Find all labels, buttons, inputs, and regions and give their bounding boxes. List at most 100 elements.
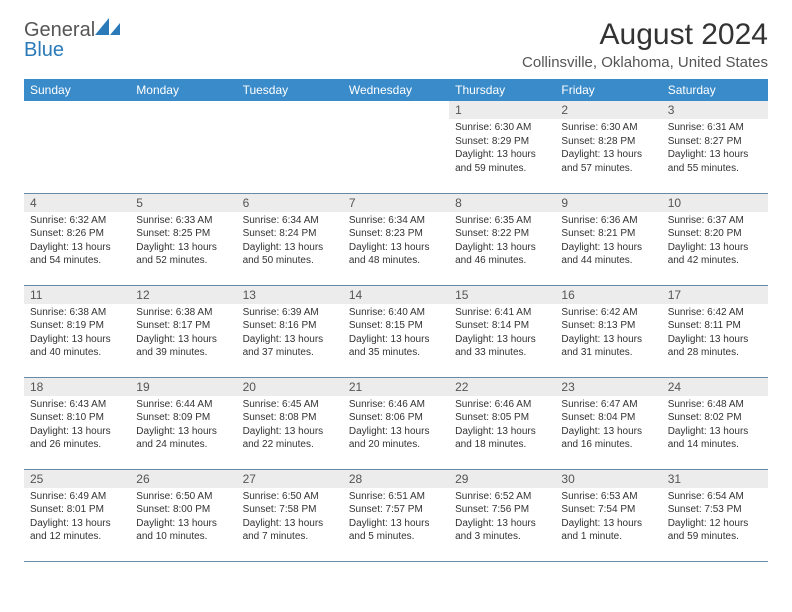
day-content: Sunrise: 6:45 AMSunset: 8:08 PMDaylight:… — [237, 396, 343, 456]
day-content: Sunrise: 6:52 AMSunset: 7:56 PMDaylight:… — [449, 488, 555, 548]
page-title: August 2024 — [522, 18, 768, 52]
weekday-header: Sunday — [24, 79, 130, 101]
day-number: 9 — [555, 194, 661, 212]
day-content: Sunrise: 6:35 AMSunset: 8:22 PMDaylight:… — [449, 212, 555, 272]
day-content: Sunrise: 6:30 AMSunset: 8:28 PMDaylight:… — [555, 119, 661, 179]
calendar-cell: 19Sunrise: 6:44 AMSunset: 8:09 PMDayligh… — [130, 377, 236, 469]
day-number: 18 — [24, 378, 130, 396]
day-number: 5 — [130, 194, 236, 212]
day-number: 15 — [449, 286, 555, 304]
calendar-cell: 14Sunrise: 6:40 AMSunset: 8:15 PMDayligh… — [343, 285, 449, 377]
day-content: Sunrise: 6:37 AMSunset: 8:20 PMDaylight:… — [662, 212, 768, 272]
day-content: Sunrise: 6:48 AMSunset: 8:02 PMDaylight:… — [662, 396, 768, 456]
day-number: 6 — [237, 194, 343, 212]
calendar-cell — [343, 101, 449, 193]
calendar-cell: 8Sunrise: 6:35 AMSunset: 8:22 PMDaylight… — [449, 193, 555, 285]
calendar-body: 1Sunrise: 6:30 AMSunset: 8:29 PMDaylight… — [24, 101, 768, 561]
day-content: Sunrise: 6:47 AMSunset: 8:04 PMDaylight:… — [555, 396, 661, 456]
weekday-header: Tuesday — [237, 79, 343, 101]
day-content: Sunrise: 6:51 AMSunset: 7:57 PMDaylight:… — [343, 488, 449, 548]
day-number: 1 — [449, 101, 555, 119]
calendar-cell: 15Sunrise: 6:41 AMSunset: 8:14 PMDayligh… — [449, 285, 555, 377]
day-number: 30 — [555, 470, 661, 488]
day-number: 16 — [555, 286, 661, 304]
weekday-header: Thursday — [449, 79, 555, 101]
day-number: 8 — [449, 194, 555, 212]
calendar-cell: 2Sunrise: 6:30 AMSunset: 8:28 PMDaylight… — [555, 101, 661, 193]
day-content: Sunrise: 6:36 AMSunset: 8:21 PMDaylight:… — [555, 212, 661, 272]
title-block: August 2024 Collinsville, Oklahoma, Unit… — [522, 18, 768, 71]
day-content: Sunrise: 6:54 AMSunset: 7:53 PMDaylight:… — [662, 488, 768, 548]
day-number: 10 — [662, 194, 768, 212]
sail-icon — [95, 18, 121, 36]
day-content: Sunrise: 6:44 AMSunset: 8:09 PMDaylight:… — [130, 396, 236, 456]
calendar-cell: 11Sunrise: 6:38 AMSunset: 8:19 PMDayligh… — [24, 285, 130, 377]
calendar-table: SundayMondayTuesdayWednesdayThursdayFrid… — [24, 79, 768, 562]
day-number: 31 — [662, 470, 768, 488]
day-number: 3 — [662, 101, 768, 119]
day-content: Sunrise: 6:53 AMSunset: 7:54 PMDaylight:… — [555, 488, 661, 548]
day-content: Sunrise: 6:43 AMSunset: 8:10 PMDaylight:… — [24, 396, 130, 456]
day-content: Sunrise: 6:31 AMSunset: 8:27 PMDaylight:… — [662, 119, 768, 179]
calendar-cell: 18Sunrise: 6:43 AMSunset: 8:10 PMDayligh… — [24, 377, 130, 469]
day-number: 23 — [555, 378, 661, 396]
day-number: 25 — [24, 470, 130, 488]
weekday-header-row: SundayMondayTuesdayWednesdayThursdayFrid… — [24, 79, 768, 101]
calendar-cell: 16Sunrise: 6:42 AMSunset: 8:13 PMDayligh… — [555, 285, 661, 377]
header: General Blue August 2024 Collinsville, O… — [24, 18, 768, 71]
calendar-cell: 17Sunrise: 6:42 AMSunset: 8:11 PMDayligh… — [662, 285, 768, 377]
calendar-cell: 1Sunrise: 6:30 AMSunset: 8:29 PMDaylight… — [449, 101, 555, 193]
calendar-row: 1Sunrise: 6:30 AMSunset: 8:29 PMDaylight… — [24, 101, 768, 193]
day-content: Sunrise: 6:46 AMSunset: 8:06 PMDaylight:… — [343, 396, 449, 456]
calendar-cell: 6Sunrise: 6:34 AMSunset: 8:24 PMDaylight… — [237, 193, 343, 285]
calendar-cell: 22Sunrise: 6:46 AMSunset: 8:05 PMDayligh… — [449, 377, 555, 469]
calendar-cell — [24, 101, 130, 193]
logo: General Blue — [24, 18, 121, 60]
calendar-cell: 7Sunrise: 6:34 AMSunset: 8:23 PMDaylight… — [343, 193, 449, 285]
day-content: Sunrise: 6:33 AMSunset: 8:25 PMDaylight:… — [130, 212, 236, 272]
calendar-cell: 23Sunrise: 6:47 AMSunset: 8:04 PMDayligh… — [555, 377, 661, 469]
calendar-cell: 12Sunrise: 6:38 AMSunset: 8:17 PMDayligh… — [130, 285, 236, 377]
day-content: Sunrise: 6:38 AMSunset: 8:17 PMDaylight:… — [130, 304, 236, 364]
day-number: 26 — [130, 470, 236, 488]
day-number: 24 — [662, 378, 768, 396]
logo-part2: Blue — [24, 39, 64, 61]
calendar-cell: 24Sunrise: 6:48 AMSunset: 8:02 PMDayligh… — [662, 377, 768, 469]
weekday-header: Wednesday — [343, 79, 449, 101]
day-number: 21 — [343, 378, 449, 396]
calendar-cell: 3Sunrise: 6:31 AMSunset: 8:27 PMDaylight… — [662, 101, 768, 193]
day-content: Sunrise: 6:50 AMSunset: 8:00 PMDaylight:… — [130, 488, 236, 548]
calendar-cell: 13Sunrise: 6:39 AMSunset: 8:16 PMDayligh… — [237, 285, 343, 377]
day-number: 27 — [237, 470, 343, 488]
day-number: 12 — [130, 286, 236, 304]
calendar-cell: 5Sunrise: 6:33 AMSunset: 8:25 PMDaylight… — [130, 193, 236, 285]
day-number: 13 — [237, 286, 343, 304]
day-content: Sunrise: 6:30 AMSunset: 8:29 PMDaylight:… — [449, 119, 555, 179]
logo-part1: General — [24, 19, 95, 41]
day-content: Sunrise: 6:41 AMSunset: 8:14 PMDaylight:… — [449, 304, 555, 364]
calendar-cell: 31Sunrise: 6:54 AMSunset: 7:53 PMDayligh… — [662, 469, 768, 561]
day-number: 22 — [449, 378, 555, 396]
day-content: Sunrise: 6:46 AMSunset: 8:05 PMDaylight:… — [449, 396, 555, 456]
calendar-cell: 29Sunrise: 6:52 AMSunset: 7:56 PMDayligh… — [449, 469, 555, 561]
day-number: 4 — [24, 194, 130, 212]
day-number: 14 — [343, 286, 449, 304]
day-content: Sunrise: 6:34 AMSunset: 8:23 PMDaylight:… — [343, 212, 449, 272]
calendar-cell: 26Sunrise: 6:50 AMSunset: 8:00 PMDayligh… — [130, 469, 236, 561]
calendar-row: 25Sunrise: 6:49 AMSunset: 8:01 PMDayligh… — [24, 469, 768, 561]
day-number: 11 — [24, 286, 130, 304]
day-content: Sunrise: 6:42 AMSunset: 8:13 PMDaylight:… — [555, 304, 661, 364]
calendar-cell: 20Sunrise: 6:45 AMSunset: 8:08 PMDayligh… — [237, 377, 343, 469]
day-number: 17 — [662, 286, 768, 304]
day-number: 20 — [237, 378, 343, 396]
day-content: Sunrise: 6:32 AMSunset: 8:26 PMDaylight:… — [24, 212, 130, 272]
logo-text: General Blue — [24, 18, 121, 60]
calendar-row: 18Sunrise: 6:43 AMSunset: 8:10 PMDayligh… — [24, 377, 768, 469]
calendar-cell: 25Sunrise: 6:49 AMSunset: 8:01 PMDayligh… — [24, 469, 130, 561]
day-number: 29 — [449, 470, 555, 488]
calendar-cell: 9Sunrise: 6:36 AMSunset: 8:21 PMDaylight… — [555, 193, 661, 285]
calendar-cell: 30Sunrise: 6:53 AMSunset: 7:54 PMDayligh… — [555, 469, 661, 561]
day-number: 7 — [343, 194, 449, 212]
calendar-row: 4Sunrise: 6:32 AMSunset: 8:26 PMDaylight… — [24, 193, 768, 285]
day-content: Sunrise: 6:49 AMSunset: 8:01 PMDaylight:… — [24, 488, 130, 548]
